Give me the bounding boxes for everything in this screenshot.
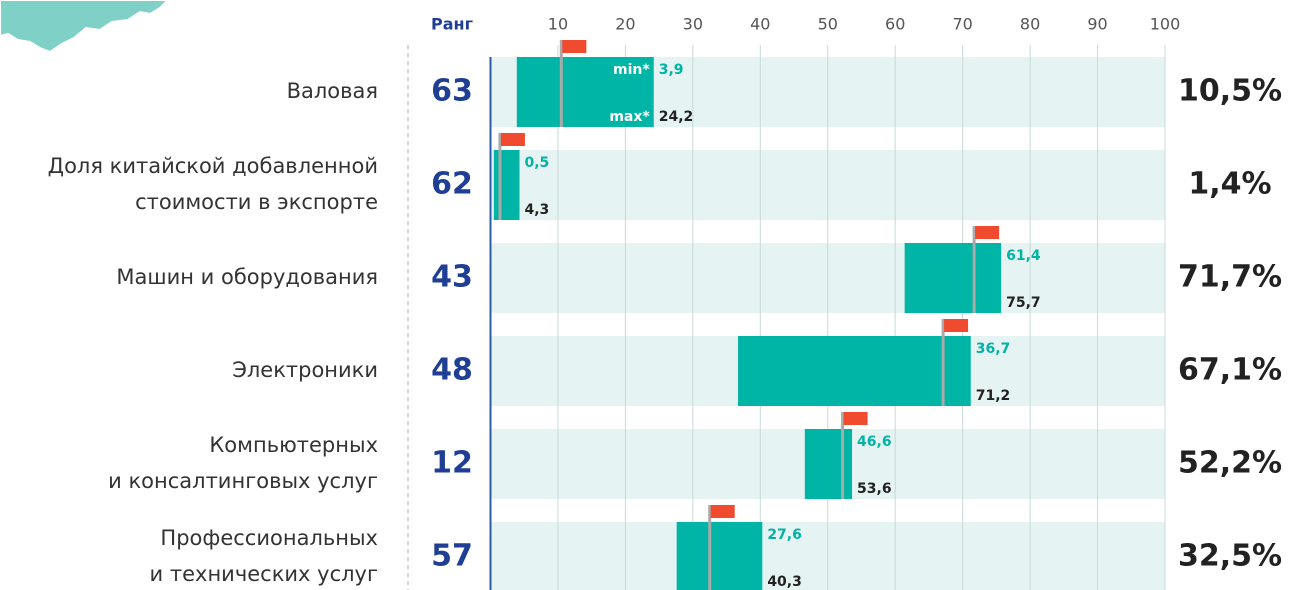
x-tick-label: 20 — [615, 15, 635, 34]
x-tick-label: 80 — [1020, 15, 1040, 34]
x-tick-label: 30 — [683, 15, 703, 34]
max-label: 4,3 — [525, 202, 550, 218]
category-label: Валовая — [287, 79, 378, 103]
value-label: 52,2% — [1178, 446, 1282, 481]
value-label: 67,1% — [1178, 353, 1282, 388]
min-label: 0,5 — [525, 155, 550, 171]
flag — [562, 40, 587, 53]
flag — [944, 319, 969, 332]
category-label: Электроники — [232, 358, 378, 382]
range-bar — [676, 522, 763, 590]
map-decoration — [0, 0, 170, 54]
category-label: и технических услуг — [150, 562, 378, 586]
range-bar — [493, 150, 520, 220]
rank: 48 — [431, 353, 473, 388]
value-label: 10,5% — [1178, 74, 1282, 109]
rank: 63 — [431, 74, 473, 109]
range-bar — [904, 243, 1002, 313]
x-tick-label: 70 — [952, 15, 972, 34]
category-label: Доля китайской добавленной — [48, 154, 378, 178]
flag — [500, 133, 525, 146]
max-label: 24,2 — [659, 109, 694, 125]
min-label: 61,4 — [1006, 248, 1041, 264]
x-tick-label: 90 — [1087, 15, 1107, 34]
rank-header: Ранг — [431, 15, 473, 34]
category-label: Профессиональных — [160, 526, 378, 550]
rank: 62 — [431, 167, 473, 202]
value-label: 1,4% — [1188, 167, 1271, 202]
flag — [710, 505, 735, 518]
range-bar — [804, 429, 853, 499]
range-bar — [738, 336, 971, 406]
x-tick-label: 40 — [750, 15, 770, 34]
max-label: 71,2 — [976, 388, 1011, 404]
flag — [975, 226, 1000, 239]
max-annotation: max* — [609, 109, 650, 125]
category-label: Машин и оборудования — [116, 265, 378, 289]
max-label: 40,3 — [767, 574, 802, 590]
max-label: 53,6 — [857, 481, 892, 497]
flag — [843, 412, 868, 425]
value-label: 71,7% — [1178, 260, 1282, 295]
min-annotation: min* — [613, 62, 650, 78]
min-label: 27,6 — [767, 527, 802, 543]
category-label: и консалтинговых услуг — [108, 469, 378, 493]
min-label: 36,7 — [976, 341, 1011, 357]
x-tick-label: 50 — [818, 15, 838, 34]
category-label: стоимости в экспорте — [135, 190, 378, 214]
x-tick-label: 100 — [1150, 15, 1181, 34]
rank: 43 — [431, 260, 473, 295]
range-bar — [516, 57, 654, 127]
min-label: 46,6 — [857, 434, 892, 450]
value-label: 32,5% — [1178, 539, 1282, 574]
rank: 12 — [431, 446, 473, 481]
category-label: Компьютерных — [209, 433, 378, 457]
x-tick-label: 10 — [548, 15, 568, 34]
x-tick-label: 60 — [885, 15, 905, 34]
max-label: 75,7 — [1006, 295, 1041, 311]
rank: 57 — [431, 539, 473, 574]
min-label: 3,9 — [659, 62, 684, 78]
